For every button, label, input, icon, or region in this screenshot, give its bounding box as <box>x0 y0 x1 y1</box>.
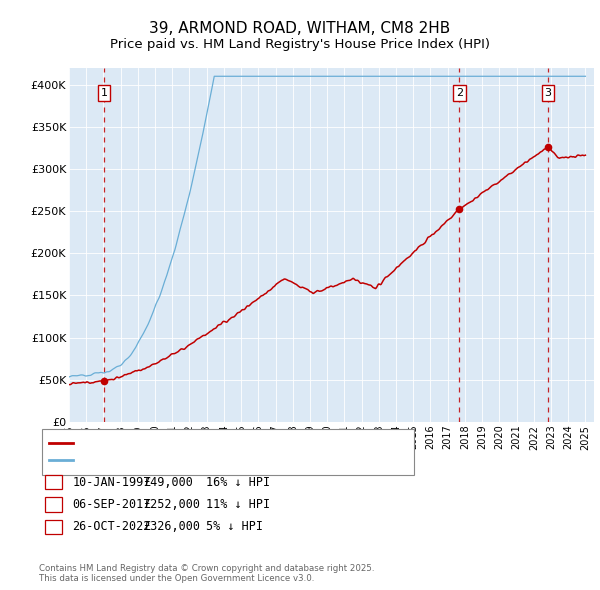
Text: 06-SEP-2017: 06-SEP-2017 <box>73 498 151 511</box>
Text: £49,000: £49,000 <box>143 476 193 489</box>
Text: 1: 1 <box>100 88 107 98</box>
Text: 1: 1 <box>50 476 57 489</box>
Text: 39, ARMOND ROAD, WITHAM, CM8 2HB (semi-detached house): 39, ARMOND ROAD, WITHAM, CM8 2HB (semi-d… <box>79 438 407 448</box>
Text: 3: 3 <box>50 520 57 533</box>
Text: Contains HM Land Registry data © Crown copyright and database right 2025.
This d: Contains HM Land Registry data © Crown c… <box>39 563 374 583</box>
Text: 10-JAN-1997: 10-JAN-1997 <box>73 476 151 489</box>
Text: 2: 2 <box>456 88 463 98</box>
Text: Price paid vs. HM Land Registry's House Price Index (HPI): Price paid vs. HM Land Registry's House … <box>110 38 490 51</box>
Text: 26-OCT-2022: 26-OCT-2022 <box>73 520 151 533</box>
Text: 39, ARMOND ROAD, WITHAM, CM8 2HB: 39, ARMOND ROAD, WITHAM, CM8 2HB <box>149 21 451 35</box>
Text: 3: 3 <box>544 88 551 98</box>
Text: £252,000: £252,000 <box>143 498 200 511</box>
Text: 16% ↓ HPI: 16% ↓ HPI <box>206 476 270 489</box>
Text: 11% ↓ HPI: 11% ↓ HPI <box>206 498 270 511</box>
Text: 5% ↓ HPI: 5% ↓ HPI <box>206 520 263 533</box>
Text: 2: 2 <box>50 498 57 511</box>
Text: HPI: Average price, semi-detached house, Braintree: HPI: Average price, semi-detached house,… <box>79 455 349 464</box>
Text: £326,000: £326,000 <box>143 520 200 533</box>
